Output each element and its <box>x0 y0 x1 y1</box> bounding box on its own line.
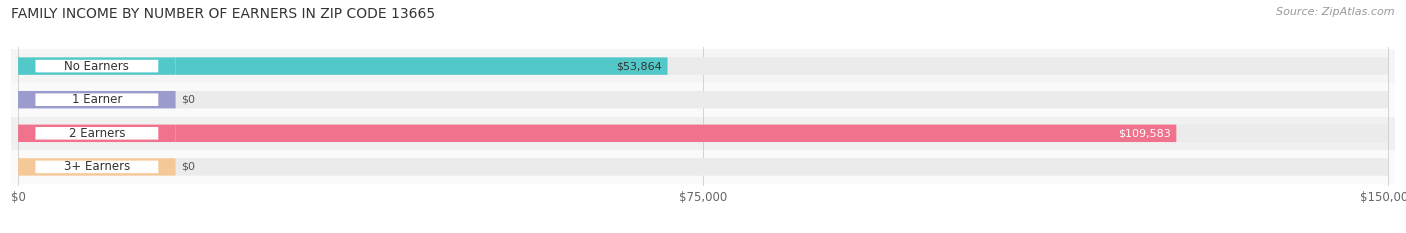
Text: 3+ Earners: 3+ Earners <box>63 160 129 173</box>
Bar <box>11 49 1395 83</box>
FancyBboxPatch shape <box>18 158 176 176</box>
FancyBboxPatch shape <box>35 93 159 106</box>
FancyBboxPatch shape <box>35 60 159 72</box>
Bar <box>11 83 1395 116</box>
Text: 1 Earner: 1 Earner <box>72 93 122 106</box>
FancyBboxPatch shape <box>35 127 159 140</box>
Bar <box>11 150 1395 184</box>
FancyBboxPatch shape <box>18 125 176 142</box>
Text: $53,864: $53,864 <box>616 61 662 71</box>
FancyBboxPatch shape <box>176 125 1177 142</box>
Text: FAMILY INCOME BY NUMBER OF EARNERS IN ZIP CODE 13665: FAMILY INCOME BY NUMBER OF EARNERS IN ZI… <box>11 7 436 21</box>
FancyBboxPatch shape <box>176 158 1388 176</box>
Text: 2 Earners: 2 Earners <box>69 127 125 140</box>
Bar <box>11 116 1395 150</box>
Text: Source: ZipAtlas.com: Source: ZipAtlas.com <box>1277 7 1395 17</box>
FancyBboxPatch shape <box>176 57 668 75</box>
FancyBboxPatch shape <box>35 161 159 173</box>
Text: $109,583: $109,583 <box>1118 128 1171 138</box>
FancyBboxPatch shape <box>18 91 176 108</box>
Text: $0: $0 <box>181 162 195 172</box>
FancyBboxPatch shape <box>176 125 1388 142</box>
FancyBboxPatch shape <box>176 91 1388 108</box>
FancyBboxPatch shape <box>18 57 176 75</box>
Text: No Earners: No Earners <box>65 60 129 73</box>
FancyBboxPatch shape <box>176 57 1388 75</box>
Text: $0: $0 <box>181 95 195 105</box>
